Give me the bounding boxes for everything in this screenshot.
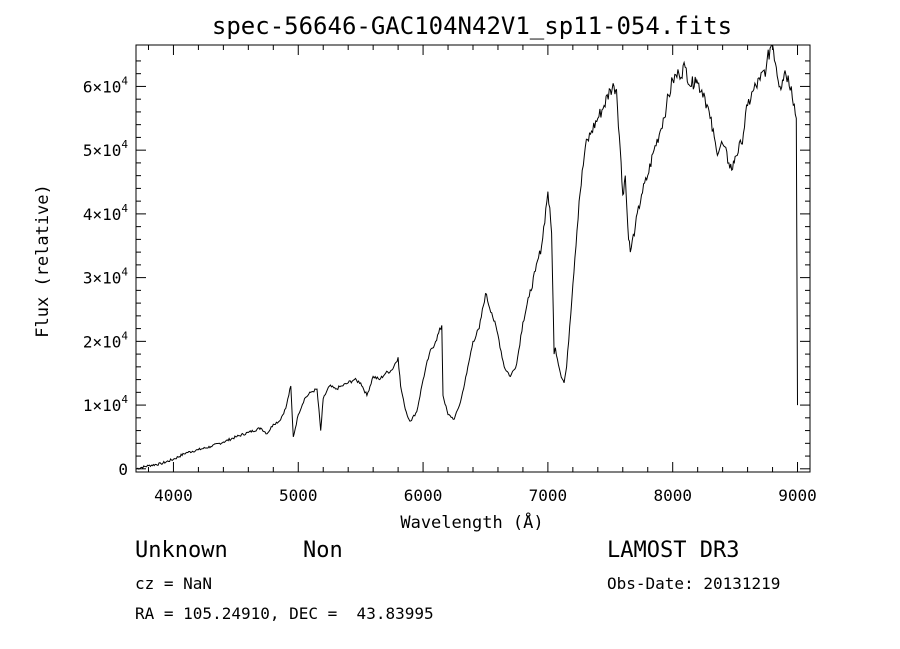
object-class: Unknown bbox=[135, 538, 228, 563]
observation-date: Obs-Date: 20131219 bbox=[607, 574, 781, 593]
x-tick-label: 6000 bbox=[404, 486, 443, 505]
x-tick-label: 5000 bbox=[279, 486, 318, 505]
y-tick-label: 3×104 bbox=[83, 266, 129, 288]
survey-name: LAMOST DR3 bbox=[607, 538, 740, 563]
redshift-cz: cz = NaN bbox=[135, 574, 213, 593]
y-tick-label: 5×104 bbox=[83, 138, 129, 160]
ra-dec-coordinates: RA = 105.24910, DEC = 43.83995 bbox=[135, 604, 434, 623]
object-subclass: Non bbox=[303, 538, 343, 563]
y-tick-label: 1×104 bbox=[83, 393, 129, 415]
x-axis-label: Wavelength (Å) bbox=[400, 511, 543, 533]
x-tick-label: 8000 bbox=[653, 486, 692, 505]
flux-series-line bbox=[135, 44, 798, 470]
y-axis-label: Flux (relative) bbox=[33, 184, 53, 338]
x-tick-label: 4000 bbox=[154, 486, 193, 505]
y-tick-label: 4×104 bbox=[83, 202, 129, 224]
y-tick-label: 6×104 bbox=[83, 74, 129, 96]
y-tick-label: 2×104 bbox=[83, 329, 129, 351]
y-axis-ticks: 0 1×104 2×104 3×104 4×104 5×104 6×104 bbox=[83, 60, 810, 479]
x-tick-label: 9000 bbox=[778, 486, 817, 505]
x-axis-ticks: 4000 5000 6000 7000 8000 9000 bbox=[147, 45, 817, 505]
x-tick-label: 7000 bbox=[529, 486, 568, 505]
chart-title: spec-56646-GAC104N42V1_sp11-054.fits bbox=[212, 12, 732, 40]
y-tick-label: 0 bbox=[118, 460, 128, 479]
